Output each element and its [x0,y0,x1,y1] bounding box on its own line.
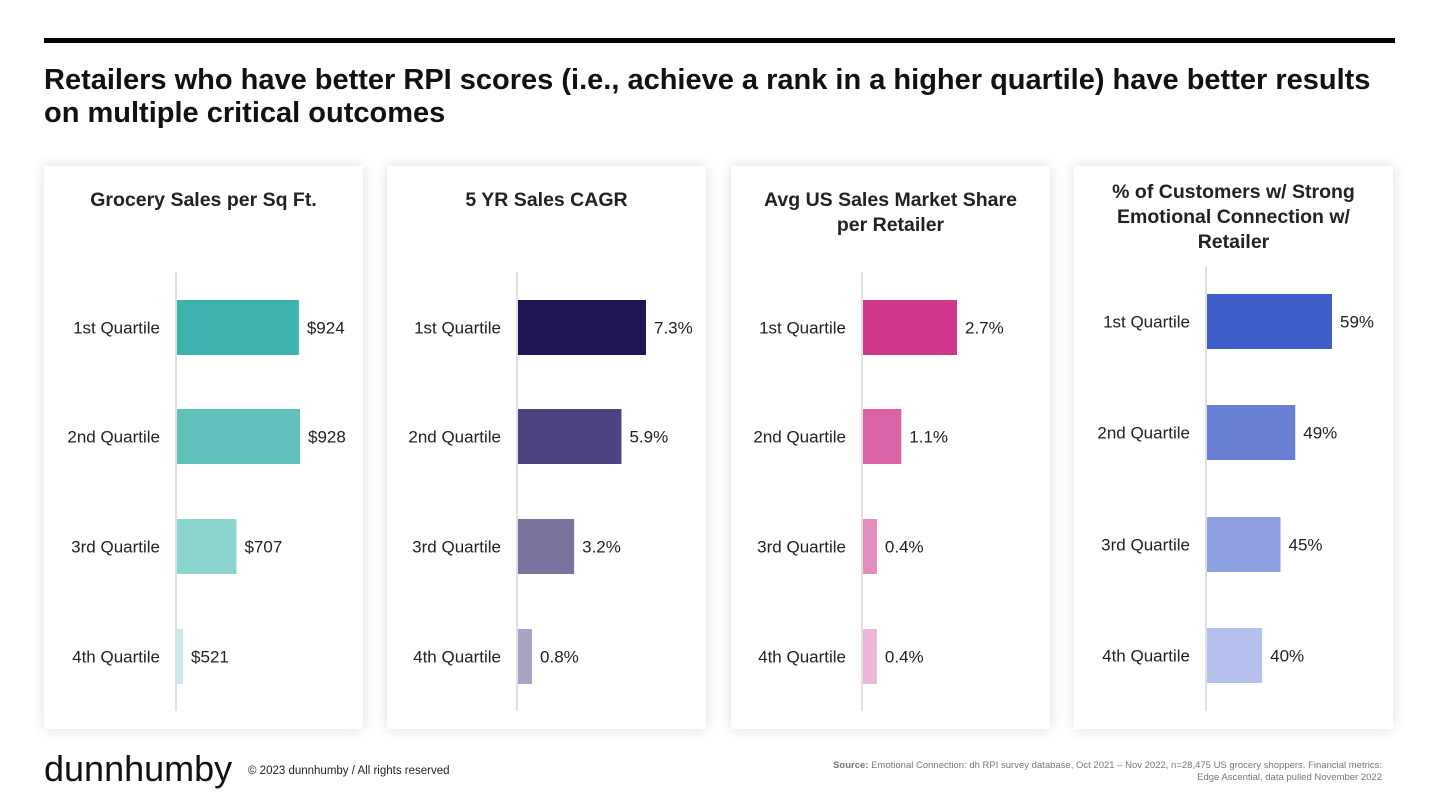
copyright-text: © 2023 dunnhumby / All rights reserved [248,765,450,777]
top-rule [44,38,1395,43]
value-label: 40% [1270,647,1304,666]
chart-panel-sales-cagr: 5 YR Sales CAGR 1st Quartile 7.3% 2nd Quar… [387,166,706,729]
bar [177,519,237,574]
bar-chart-grocery-sales: 1st Quartile $924 2nd Quartile $928 3rd Quar… [67,272,346,711]
value-label: $707 [244,538,282,557]
category-label: 4th Quartile [413,648,501,667]
value-label: 45% [1289,536,1323,555]
bar-chart-emotional-connection: 1st Quartile 59% 2nd Quartile 49% 3rd Quarti… [1097,266,1374,711]
bar [1207,628,1263,683]
bar [518,409,622,464]
chart-panel-emotional-connection: % of Customers w/ Strong Emotional Conne… [1074,166,1393,729]
bar-chart-market-share: 1st Quartile 2.7% 2nd Quartile 1.1% 3rd Quar… [753,272,1004,711]
value-label: 0.4% [885,648,924,667]
category-label: 4th Quartile [72,648,160,667]
bar [177,409,300,464]
value-label: $924 [307,319,345,338]
category-label: 2nd Quartile [67,428,160,447]
category-label: 1st Quartile [414,319,501,338]
chart-title: Grocery Sales per Sq Ft. [90,189,317,211]
page-title: Retailers who have better RPI scores (i.… [44,64,1371,129]
bar [863,409,902,464]
category-label: 3rd Quartile [1101,536,1190,555]
bar [1207,517,1281,572]
bar [518,629,533,684]
bar [1207,405,1296,460]
value-label: $521 [191,648,229,667]
bar [863,629,877,684]
chart-title: % of Customers w/ Strong Emotional Conne… [1112,181,1355,253]
value-label: 1.1% [909,428,948,447]
category-label: 2nd Quartile [753,428,846,447]
source-note: Source: Emotional Connection: dh RPI sur… [822,760,1382,784]
bar [863,300,957,355]
category-label: 2nd Quartile [408,428,501,447]
value-label: $928 [308,428,346,447]
bar [863,519,877,574]
category-label: 4th Quartile [1102,647,1190,666]
bar [177,629,184,684]
source-label: Source: [833,760,869,771]
chart-title: Avg US Sales Market Share per Retailer [764,189,1017,236]
value-label: 5.9% [629,428,668,447]
value-label: 0.4% [885,538,924,557]
value-label: 7.3% [654,319,693,338]
source-text: Emotional Connection: dh RPI survey data… [871,760,1382,783]
category-label: 3rd Quartile [412,538,501,557]
chart-title: 5 YR Sales CAGR [465,189,628,211]
category-label: 3rd Quartile [71,538,160,557]
value-label: 3.2% [582,538,621,557]
chart-panel-grocery-sales: Grocery Sales per Sq Ft. 1st Quartile $92… [44,166,363,729]
category-label: 1st Quartile [73,319,160,338]
bar [518,300,646,355]
category-label: 4th Quartile [758,648,846,667]
category-label: 1st Quartile [759,319,846,338]
bar-chart-sales-cagr: 1st Quartile 7.3% 2nd Quartile 5.9% 3rd Quar… [408,272,693,711]
value-label: 59% [1340,313,1374,332]
value-label: 0.8% [540,648,579,667]
chart-panel-market-share: Avg US Sales Market Share per Retailer 1… [731,166,1050,729]
dunnhumby-logo: dunnhumby [44,748,233,789]
value-label: 2.7% [965,319,1004,338]
category-label: 3rd Quartile [757,538,846,557]
value-label: 49% [1303,424,1337,443]
bar [518,519,575,574]
category-label: 2nd Quartile [1097,424,1190,443]
bar [1207,294,1332,349]
bar [177,300,299,355]
category-label: 1st Quartile [1103,313,1190,332]
